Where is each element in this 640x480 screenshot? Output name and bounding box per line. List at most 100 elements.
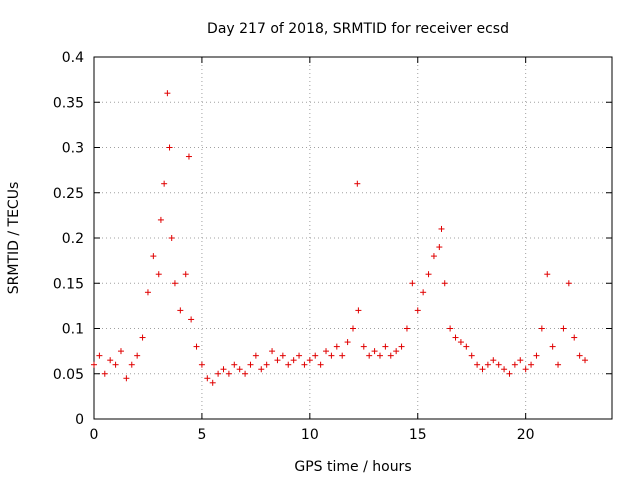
data-point [274,357,281,364]
data-point [269,348,276,355]
data-point [296,352,303,359]
data-point [328,352,335,359]
data-point [333,343,340,350]
data-point [522,366,529,373]
data-point [501,366,508,373]
data-point [101,370,108,377]
data-point [215,370,222,377]
data-point [317,361,324,368]
data-point [555,361,562,368]
data-point [128,361,135,368]
data-point [134,352,141,359]
data-point [285,361,292,368]
data-point [565,280,572,287]
data-point [168,235,175,241]
data-point [164,90,171,97]
data-point [495,361,502,368]
y-tick-label: 0.4 [62,50,84,66]
data-point [538,325,545,332]
data-point [107,357,114,364]
y-tick-label: 0.15 [53,276,84,292]
x-tick-label: 0 [90,427,99,443]
x-tick-label: 20 [517,427,535,443]
data-point [355,307,362,314]
data-point [312,352,319,359]
data-point [474,361,481,368]
data-point [177,307,184,314]
data-point [490,357,497,364]
data-point [123,375,130,382]
data-point [144,289,151,296]
data-point [91,361,97,368]
data-point [430,253,437,260]
data-point [236,366,243,373]
data-point [382,343,389,350]
data-point [182,271,189,278]
data-point [279,352,286,359]
data-point [549,343,556,350]
data-point [155,271,162,278]
data-point [96,352,103,359]
data-point [463,343,470,350]
data-point [403,325,410,332]
data-point [350,325,356,332]
y-tick-label: 0.1 [62,322,84,338]
data-point [544,271,551,278]
data-point [150,253,157,260]
data-point [242,370,249,377]
data-point [220,366,227,373]
data-point [139,334,146,341]
x-tick-label: 10 [301,427,319,443]
x-axis-label: GPS time / hours [294,459,411,475]
data-point [438,225,445,232]
chart-title: Day 217 of 2018, SRMTID for receiver ecs… [207,21,509,37]
data-point [420,289,427,296]
data-point [354,180,361,187]
data-point [409,280,416,287]
data-point [231,361,238,368]
data-point [371,348,378,355]
data-point [447,325,454,332]
data-point [112,361,119,368]
data-point [468,352,475,359]
data-point [528,361,535,368]
data-point [263,361,270,368]
y-tick-label: 0 [75,412,84,428]
y-axis-label: SRMTID / TECUs [6,182,22,295]
data-point [171,280,178,287]
data-point [533,352,540,359]
data-point [252,352,259,359]
data-point [209,379,216,386]
data-point [576,352,583,359]
y-tick-label: 0.05 [53,367,84,383]
data-point [452,334,459,341]
data-point [425,271,432,278]
y-tick-label: 0.35 [53,95,84,111]
data-point [414,307,421,314]
y-tick-label: 0.3 [62,141,84,157]
data-point [247,361,254,368]
data-point [290,357,297,364]
data-point [166,144,173,151]
data-point [225,370,232,377]
data-point [360,343,367,350]
y-tick-label: 0.25 [53,186,84,202]
data-point [339,352,346,359]
data-point [457,339,464,346]
data-point [157,216,164,223]
data-point [376,352,383,359]
data-point [571,334,578,341]
data-point [258,366,265,373]
data-point [441,280,448,287]
data-point [366,352,373,359]
data-point [393,348,400,355]
data-point [344,339,351,346]
data-point [185,153,192,160]
data-point [506,370,513,377]
data-point [517,357,524,364]
y-tick-label: 0.2 [62,231,84,247]
data-point [188,316,195,323]
data-point [198,361,205,368]
x-tick-label: 5 [197,427,206,443]
